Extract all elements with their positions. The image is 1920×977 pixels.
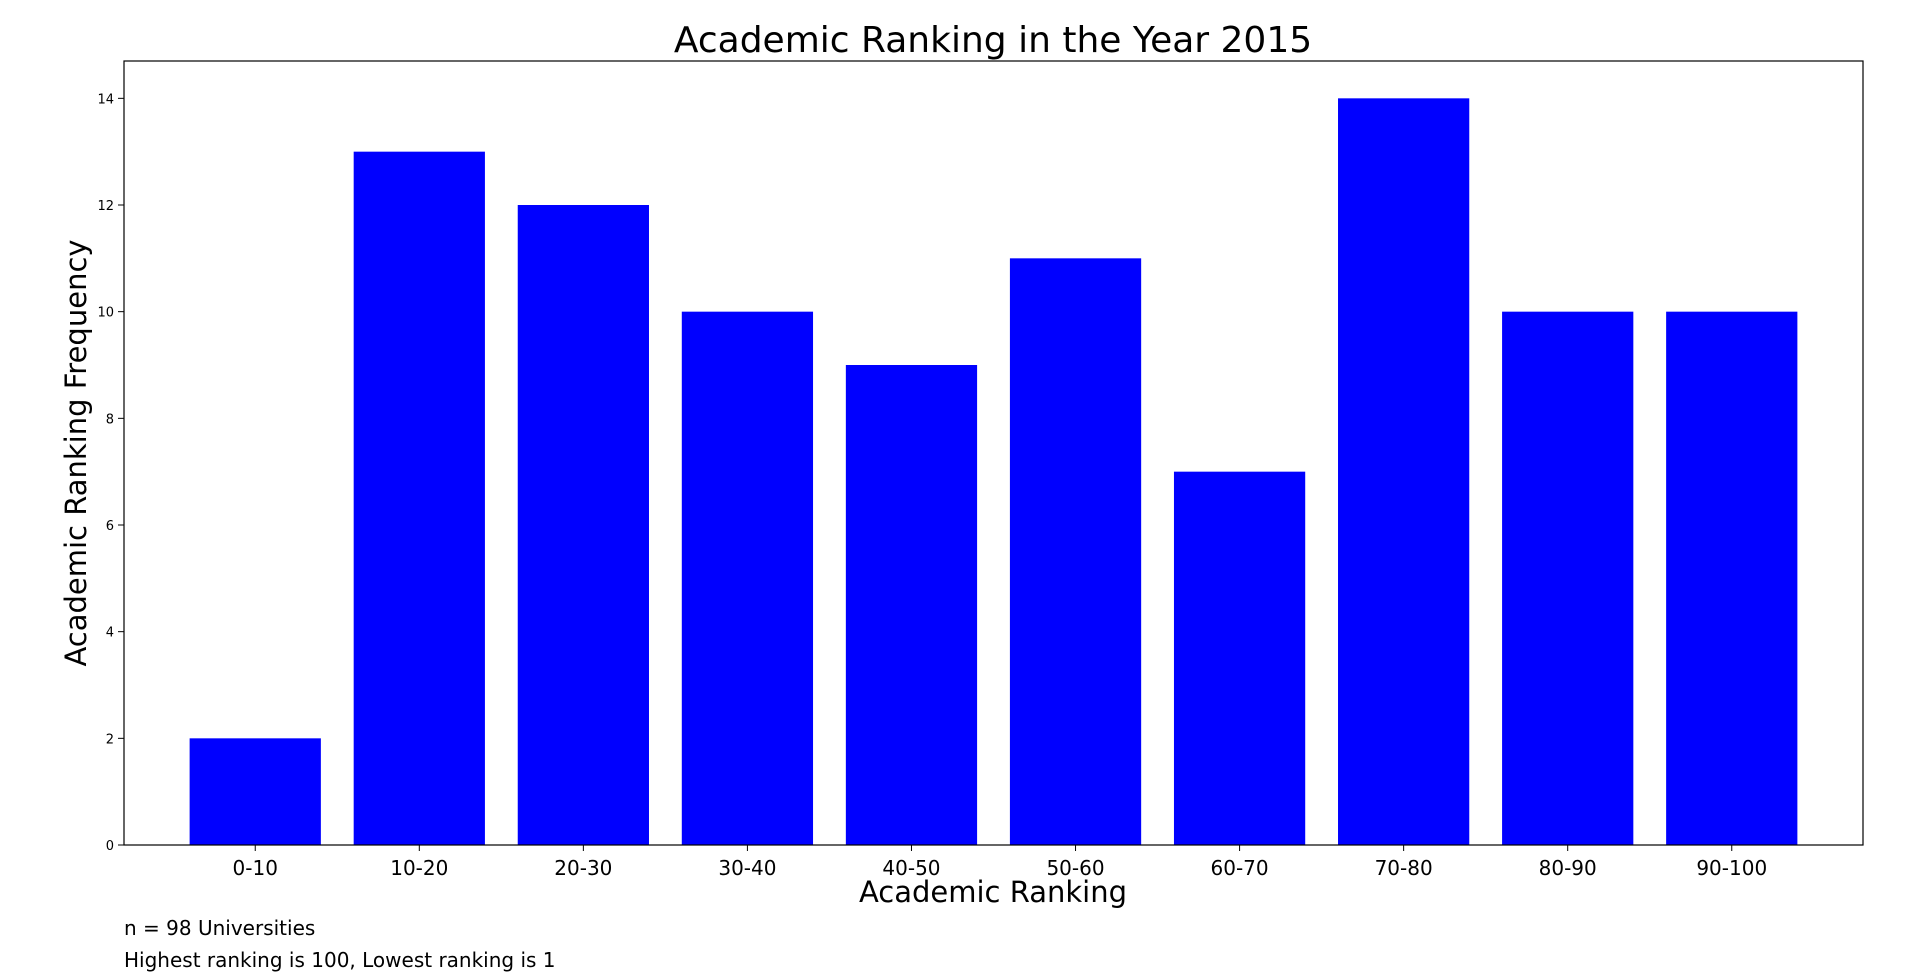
bar-20-30 <box>517 205 649 845</box>
sample-size-note: n = 98 Universities <box>124 916 316 940</box>
x-tick-label: 50-60 <box>1046 856 1104 880</box>
x-tick-label: 0-10 <box>233 856 278 880</box>
x-axis-ticks: 0-10 10-20 20-30 30-40 40-50 50-60 60-70 70-80 8… <box>233 845 1767 880</box>
bar-40-50 <box>845 365 978 845</box>
bar-60-70 <box>1173 471 1306 845</box>
y-tick-label: 2 <box>106 732 114 747</box>
x-tick-label: 70-80 <box>1375 856 1433 880</box>
ranking-scale-note: Highest ranking is 100, Lowest ranking i… <box>124 948 556 972</box>
y-tick-label: 0 <box>106 839 114 854</box>
bar-70-80 <box>1338 98 1470 845</box>
x-tick-label: 90-100 <box>1696 856 1767 880</box>
x-tick-label: 20-30 <box>554 856 612 880</box>
chart-title: Academic Ranking in the Year 2015 <box>674 20 1312 61</box>
y-tick-label: 8 <box>106 412 114 427</box>
y-tick-label: 14 <box>97 92 114 107</box>
bars-group <box>189 98 1798 846</box>
bar-10-20 <box>353 151 485 846</box>
y-axis-label: Academic Ranking Frequency <box>59 239 93 666</box>
x-tick-label: 10-20 <box>390 856 448 880</box>
x-tick-label: 80-90 <box>1539 856 1597 880</box>
bar-80-90 <box>1502 311 1634 845</box>
x-tick-label: 30-40 <box>718 856 776 880</box>
y-tick-label: 12 <box>97 199 114 214</box>
bar-50-60 <box>1009 258 1142 846</box>
y-axis-ticks: 0 2 4 6 8 10 12 14 <box>97 92 124 854</box>
y-tick-label: 4 <box>106 626 114 641</box>
x-axis-label: Academic Ranking <box>859 875 1127 909</box>
plot-area-frame <box>123 60 1864 846</box>
bar-30-40 <box>681 311 814 845</box>
y-tick-label: 10 <box>97 306 114 321</box>
x-tick-label: 40-50 <box>882 856 940 880</box>
y-tick-label: 6 <box>106 519 114 534</box>
bar-90-100 <box>1666 311 1798 845</box>
bar-0-10 <box>189 738 321 845</box>
x-tick-label: 60-70 <box>1211 856 1269 880</box>
